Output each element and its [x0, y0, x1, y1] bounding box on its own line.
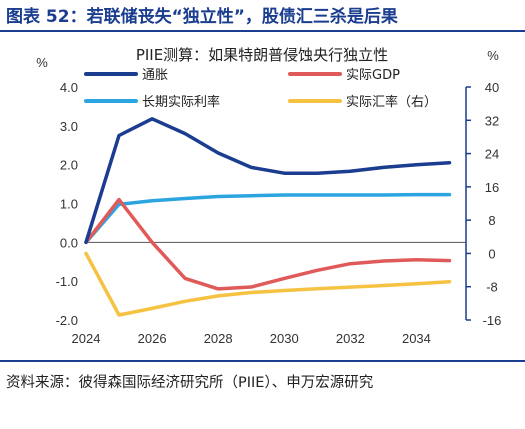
left-axis-unit: % — [36, 55, 48, 70]
legend-label-real-rate: 长期实际利率 — [142, 94, 220, 110]
right-y-tick-label: 32 — [485, 113, 499, 128]
right-y-axis: 40 32 24 16 8 0 -8 -16 — [466, 80, 501, 328]
left-y-tick-label: -2.0 — [56, 313, 78, 328]
left-y-tick-label: -1.0 — [56, 274, 78, 289]
right-y-tick-label: 24 — [485, 147, 499, 162]
right-y-tick-label: 16 — [485, 180, 499, 195]
x-tick-label: 2030 — [270, 331, 299, 346]
left-y-tick-label: 4.0 — [60, 80, 78, 95]
bottom-rule — [0, 360, 525, 362]
series-layer — [84, 117, 452, 317]
left-y-tick-label: 2.0 — [60, 158, 78, 173]
top-rule — [0, 30, 525, 32]
x-axis: 2024 2026 2028 2030 2032 2034 — [72, 331, 431, 346]
series-line-fx — [84, 251, 452, 317]
left-y-tick-label: 0.0 — [60, 235, 78, 250]
x-tick-label: 2026 — [138, 331, 167, 346]
source-note: 资料来源：彼得森国际经济研究所（PIIE）、申万宏源研究 — [6, 375, 374, 391]
right-axis-unit: % — [487, 48, 499, 63]
left-y-axis: 4.0 3.0 2.0 1.0 0.0 -1.0 -2.0 — [56, 80, 78, 328]
x-tick-label: 2028 — [204, 331, 233, 346]
right-y-tick-label: 8 — [488, 213, 495, 228]
chart-title: PIIE测算：如果特朗普侵蚀央行独立性 — [136, 46, 388, 64]
x-tick-label: 2034 — [402, 331, 431, 346]
legend-label-inflation: 通胀 — [142, 68, 168, 83]
right-y-tick-label: 40 — [485, 80, 499, 95]
figure-title: 图表 52：若联储丧失“独立性”，股债汇三杀是后果 — [6, 7, 398, 27]
legend-label-gdp: 实际GDP — [346, 68, 400, 83]
left-y-tick-label: 3.0 — [60, 119, 78, 134]
right-y-tick-label: -8 — [486, 280, 498, 295]
series-line-gdp — [84, 197, 452, 291]
right-y-tick-label: -16 — [483, 313, 502, 328]
x-tick-label: 2032 — [336, 331, 365, 346]
left-y-tick-label: 1.0 — [60, 197, 78, 212]
series-line-inflation — [84, 117, 452, 245]
right-y-tick-label: 0 — [488, 246, 495, 261]
legend: 通胀 实际GDP 长期实际利率 实际汇率（右） — [84, 68, 437, 110]
legend-label-fx: 实际汇率（右） — [346, 94, 437, 110]
series-line-real-rate — [84, 192, 452, 245]
x-tick-label: 2024 — [72, 331, 101, 346]
